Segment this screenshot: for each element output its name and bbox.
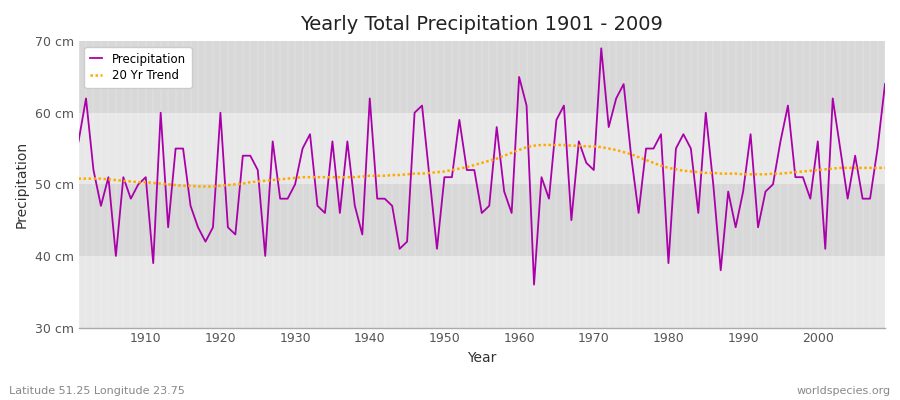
20 Yr Trend (618, 150, 629, 154)
Bar (78, 184, 885, 256)
20 Yr Trend (879, 166, 890, 170)
Precipitation (73, 139, 84, 144)
20 Yr Trend (349, 175, 360, 180)
Precipitation (618, 82, 629, 86)
Y-axis label: Precipitation: Precipitation (15, 141, 29, 228)
X-axis label: Year: Year (467, 351, 497, 365)
Precipitation (596, 46, 607, 51)
20 Yr Trend (133, 180, 144, 184)
Title: Yearly Total Precipitation 1901 - 2009: Yearly Total Precipitation 1901 - 2009 (301, 15, 663, 34)
Precipitation (528, 282, 539, 287)
Precipitation (297, 146, 308, 151)
Legend: Precipitation, 20 Yr Trend: Precipitation, 20 Yr Trend (85, 47, 192, 88)
Text: Latitude 51.25 Longitude 23.75: Latitude 51.25 Longitude 23.75 (9, 386, 184, 396)
Bar (78, 256, 885, 328)
Precipitation (514, 74, 525, 79)
Precipitation (342, 139, 353, 144)
20 Yr Trend (193, 184, 203, 189)
Text: worldspecies.org: worldspecies.org (796, 386, 891, 396)
Precipitation (506, 210, 517, 215)
20 Yr Trend (521, 145, 532, 150)
20 Yr Trend (73, 176, 84, 181)
20 Yr Trend (536, 142, 547, 147)
Line: Precipitation: Precipitation (78, 48, 885, 285)
Precipitation (133, 182, 144, 187)
Precipitation (879, 82, 890, 86)
Bar (78, 113, 885, 184)
20 Yr Trend (514, 148, 525, 152)
20 Yr Trend (304, 175, 315, 180)
Line: 20 Yr Trend: 20 Yr Trend (78, 145, 885, 186)
Bar (78, 41, 885, 113)
